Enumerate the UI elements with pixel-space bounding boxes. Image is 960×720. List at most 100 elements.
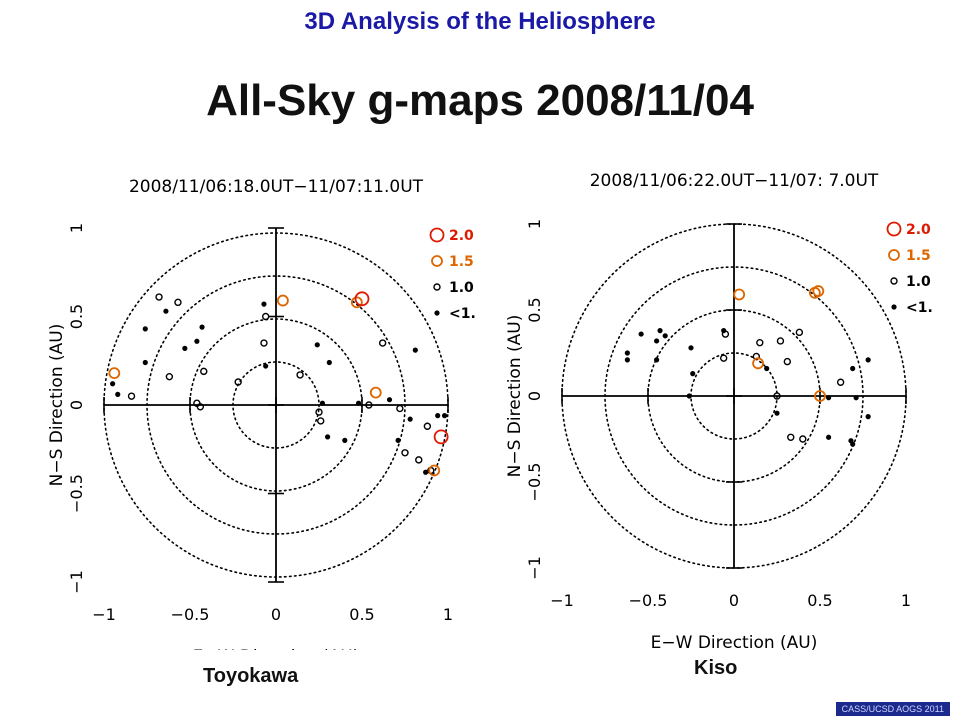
data-point — [200, 367, 208, 376]
data-point — [108, 367, 121, 380]
data-point — [142, 359, 148, 366]
data-point — [350, 296, 363, 309]
data-point — [378, 339, 387, 347]
data-point — [396, 404, 404, 413]
x-tick-label: 0 — [271, 605, 281, 624]
data-point — [319, 400, 326, 406]
data-point — [196, 403, 205, 411]
data-point — [638, 331, 644, 337]
data-point — [865, 357, 871, 363]
x-tick-label: 1 — [443, 605, 453, 624]
data-point — [799, 435, 807, 443]
main-title: All-Sky g-maps 2008/11/04 — [206, 76, 754, 125]
data-point — [127, 392, 136, 400]
data-point — [115, 391, 121, 397]
data-point — [355, 400, 362, 406]
data-point — [263, 363, 269, 369]
x-tick-label: 0 — [729, 591, 739, 610]
y-tick-label: −1 — [67, 570, 86, 594]
y-tick-label: 1 — [525, 219, 544, 229]
data-point — [365, 401, 373, 409]
legend-marker — [433, 283, 441, 291]
data-point — [787, 433, 795, 441]
data-point — [110, 381, 116, 387]
x-tick-label: 1 — [901, 591, 911, 610]
data-point — [774, 410, 780, 416]
data-point — [315, 408, 323, 416]
data-point — [776, 337, 785, 345]
data-point — [865, 414, 871, 420]
data-point — [733, 288, 746, 301]
data-point — [764, 365, 770, 372]
data-point — [853, 395, 859, 401]
data-point — [369, 386, 382, 399]
legend-label: 2.0 — [449, 228, 474, 244]
data-point — [795, 328, 804, 337]
data-point — [686, 393, 692, 399]
data-point — [433, 429, 449, 445]
legend-label: <1. — [906, 300, 933, 316]
data-point — [850, 441, 856, 447]
x-tick-label: −0.5 — [629, 591, 668, 610]
data-point — [825, 434, 832, 440]
data-point — [756, 338, 764, 347]
y-tick-label: 0.5 — [525, 297, 544, 322]
data-point — [401, 449, 409, 457]
data-point — [654, 357, 660, 363]
header-title: 3D Analysis of the Heliosphere — [304, 8, 656, 35]
data-point — [324, 434, 331, 440]
data-point — [317, 417, 325, 425]
legend-label: 1.5 — [906, 248, 931, 264]
y-axis-label: N−S Direction (AU) — [47, 324, 67, 487]
data-point — [812, 285, 825, 297]
x-axis-label: E−W Direction (AU) — [193, 647, 360, 650]
data-point — [412, 347, 418, 353]
data-point — [182, 345, 188, 351]
data-point — [276, 294, 289, 307]
data-point — [163, 308, 169, 314]
data-point — [624, 350, 630, 356]
data-point — [261, 312, 270, 321]
kiso-gmap-panel: 2008/11/06:22.0UT−11/07: 7.0UT −1 −0.5 0 0.5… — [480, 150, 960, 653]
data-point — [155, 293, 163, 301]
legend-label: 1.0 — [449, 280, 474, 296]
x-tick-label: 0.5 — [349, 605, 374, 624]
x-tick-label: −0.5 — [171, 605, 210, 624]
legend-marker — [886, 221, 902, 237]
data-point — [194, 338, 200, 344]
data-point — [773, 392, 781, 400]
legend-marker — [434, 310, 440, 316]
data-point — [165, 372, 174, 381]
y-tick-label: −1 — [525, 556, 544, 580]
data-point — [690, 371, 696, 377]
chart-title: 2008/11/06:22.0UT−11/07: 7.0UT — [590, 171, 879, 191]
data-point — [234, 378, 242, 386]
data-point — [142, 326, 148, 332]
data-point — [386, 397, 393, 403]
data-point — [174, 298, 182, 307]
legend-marker — [429, 227, 445, 243]
legend-marker — [891, 304, 897, 310]
data-point — [415, 456, 423, 464]
data-point — [719, 354, 728, 362]
x-tick-label: 0.5 — [807, 591, 832, 610]
x-tick-label: −1 — [92, 605, 116, 624]
kiso-gmap-chart: 2008/11/06:22.0UT−11/07: 7.0UT −1 −0.5 0 0.5… — [505, 171, 933, 653]
data-point — [836, 378, 845, 386]
data-point — [825, 395, 832, 401]
x-tick-label: −1 — [550, 591, 574, 610]
data-point — [407, 416, 413, 422]
y-axis-label: N−S Direction (AU) — [505, 315, 525, 478]
data-point — [326, 359, 332, 366]
legend-label: 2.0 — [906, 222, 931, 238]
legend-marker — [888, 249, 900, 261]
credit-badge: CASS/UCSD AOGS 2011 — [835, 702, 950, 716]
y-tick-label: 0.5 — [67, 304, 86, 329]
station-label-toyokawa: Toyokawa — [203, 665, 299, 687]
data-point — [423, 422, 432, 430]
legend-label: <1. — [449, 306, 476, 322]
data-point — [342, 437, 348, 443]
data-point — [657, 328, 663, 334]
toyokawa-gmap-chart: 2008/11/06:18.0UT−11/07:11.0UT −1 −0.5 0 0.5… — [47, 177, 476, 667]
data-point — [688, 345, 694, 351]
